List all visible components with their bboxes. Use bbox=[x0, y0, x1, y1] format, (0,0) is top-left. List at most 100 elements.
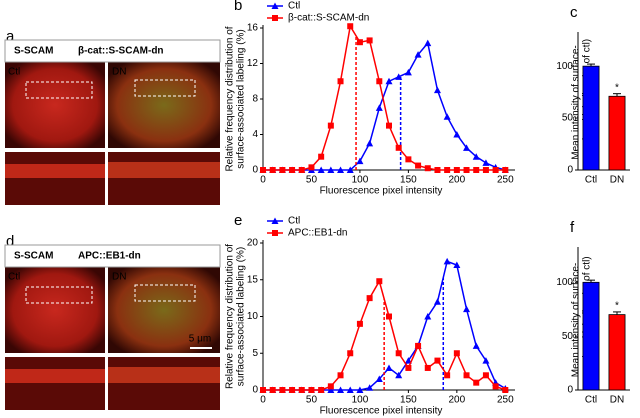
image-label: Ctl bbox=[8, 272, 20, 283]
header-box bbox=[4, 244, 221, 268]
marker bbox=[415, 162, 422, 169]
y-tick-label: 0 bbox=[252, 385, 258, 396]
marker bbox=[434, 167, 441, 173]
bar bbox=[582, 65, 600, 171]
marker bbox=[385, 364, 393, 371]
marker bbox=[405, 156, 412, 163]
marker bbox=[463, 305, 471, 313]
y-axis-label: Mean intensity of surface- bbox=[571, 45, 582, 160]
marker bbox=[385, 77, 393, 85]
marker bbox=[443, 113, 451, 120]
marker bbox=[269, 167, 276, 173]
marker bbox=[395, 371, 403, 379]
marker bbox=[415, 342, 422, 349]
y-tick-label: 0 bbox=[252, 165, 258, 176]
marker bbox=[482, 372, 489, 379]
legend-label: Ctl bbox=[288, 216, 300, 227]
image bbox=[108, 62, 220, 148]
marker bbox=[463, 167, 470, 173]
marker bbox=[366, 295, 373, 302]
marker bbox=[260, 167, 266, 173]
marker bbox=[356, 39, 363, 46]
panel-letter: c bbox=[570, 4, 578, 21]
marker bbox=[346, 166, 354, 173]
image-crop bbox=[108, 152, 220, 205]
marker bbox=[366, 139, 374, 147]
y-tick-label: 12 bbox=[247, 58, 259, 69]
marker bbox=[347, 350, 354, 357]
x-tick-label: 200 bbox=[449, 175, 466, 186]
marker bbox=[404, 357, 412, 364]
legend-label: β-cat::S-SCAM-dn bbox=[288, 13, 369, 24]
marker bbox=[482, 159, 490, 166]
y-tick-label: 8 bbox=[252, 94, 258, 105]
marker bbox=[433, 86, 441, 94]
marker bbox=[492, 167, 499, 173]
marker bbox=[376, 78, 383, 85]
marker bbox=[375, 104, 383, 111]
x-tick-label: 100 bbox=[352, 395, 369, 406]
y-tick-label: 10 bbox=[247, 311, 259, 322]
marker bbox=[289, 387, 296, 393]
marker bbox=[366, 37, 373, 44]
marker bbox=[414, 51, 422, 58]
marker bbox=[386, 122, 392, 129]
marker bbox=[327, 166, 335, 173]
marker bbox=[424, 313, 432, 320]
x-tick-label: Ctl bbox=[585, 175, 597, 186]
marker bbox=[482, 167, 489, 173]
marker bbox=[424, 364, 431, 371]
marker bbox=[453, 261, 461, 269]
significance: * bbox=[615, 82, 619, 93]
roi-box bbox=[25, 286, 93, 304]
series-line bbox=[263, 260, 506, 391]
marker bbox=[289, 167, 296, 173]
image-label: DN bbox=[112, 67, 126, 78]
image bbox=[5, 267, 105, 353]
marker bbox=[473, 167, 480, 173]
marker bbox=[327, 122, 334, 129]
marker bbox=[298, 167, 305, 173]
panel-letter: e bbox=[234, 212, 242, 229]
roi-box bbox=[134, 79, 196, 97]
y-tick-label: 50 bbox=[562, 331, 574, 342]
header-green: APC::EB1-dn bbox=[78, 251, 141, 262]
marker bbox=[337, 78, 344, 85]
legend-label: APC::EB1-dn bbox=[288, 228, 347, 239]
y-axis-label: Mean intensity of surface- bbox=[571, 263, 582, 378]
marker bbox=[308, 164, 315, 171]
scale-label: 5 μm bbox=[189, 334, 211, 345]
marker bbox=[463, 144, 471, 151]
marker bbox=[366, 384, 374, 391]
bar bbox=[608, 314, 626, 391]
marker bbox=[346, 386, 354, 393]
roi-box bbox=[25, 81, 93, 99]
marker bbox=[386, 313, 392, 320]
y-axis-label: Relative frequency distribution of bbox=[225, 26, 236, 171]
marker bbox=[376, 278, 383, 285]
panel-letter: a bbox=[6, 28, 15, 45]
y-tick-label: 0 bbox=[567, 385, 573, 396]
marker bbox=[472, 342, 480, 349]
marker bbox=[356, 157, 364, 165]
y-tick-label: 20 bbox=[247, 238, 259, 249]
marker bbox=[260, 387, 266, 393]
roi-box bbox=[134, 284, 196, 302]
image-crop-band bbox=[108, 367, 220, 383]
x-tick-label: 100 bbox=[352, 175, 369, 186]
marker bbox=[453, 131, 461, 138]
marker bbox=[444, 167, 451, 173]
marker bbox=[317, 166, 325, 173]
x-tick-label: DN bbox=[610, 395, 624, 406]
marker bbox=[308, 387, 315, 393]
marker bbox=[356, 320, 363, 327]
legend-label: Ctl bbox=[288, 1, 300, 12]
marker bbox=[502, 387, 509, 393]
x-axis-label: Fluorescence pixel intensity bbox=[320, 406, 443, 417]
y-axis-label: surface-associated labeling (%) bbox=[236, 29, 247, 169]
image-crop-band bbox=[5, 369, 105, 383]
marker bbox=[472, 153, 480, 160]
x-tick-label: 50 bbox=[306, 395, 318, 406]
bar bbox=[608, 95, 626, 171]
